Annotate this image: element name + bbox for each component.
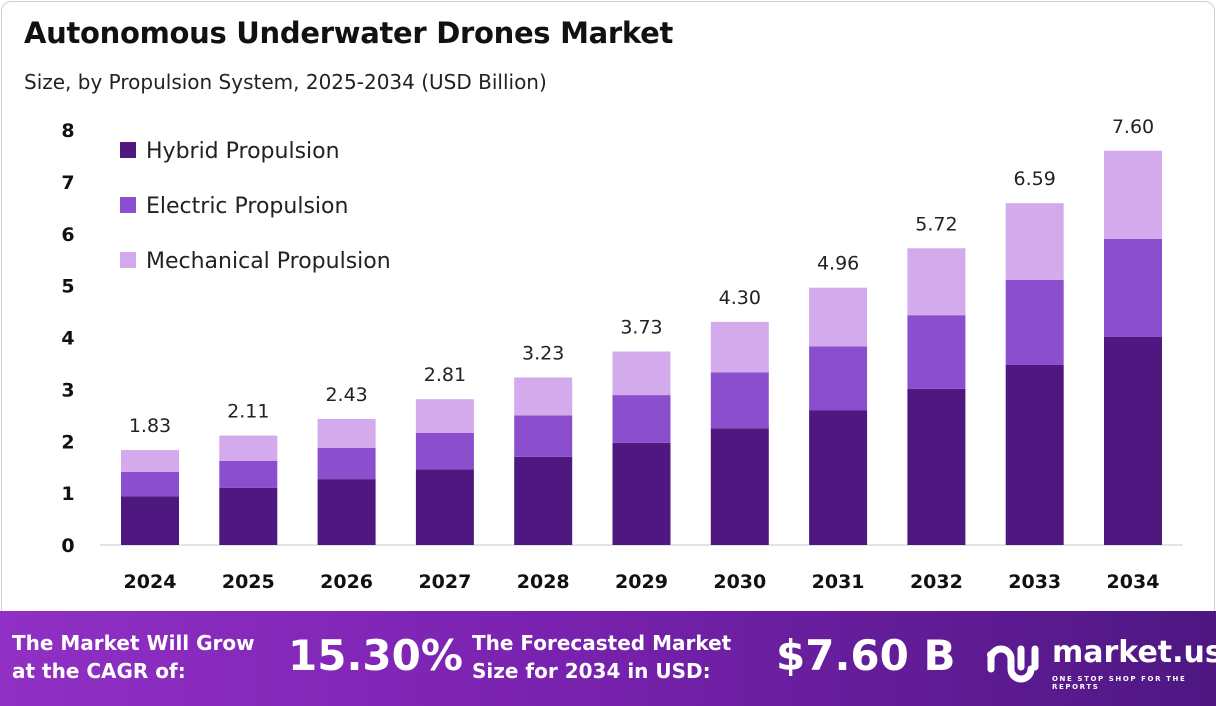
chart-subtitle: Size, by Propulsion System, 2025-2034 (U… (24, 70, 547, 94)
bar-segment-electric-propulsion (514, 415, 573, 457)
y-tick-label: 3 (61, 379, 74, 401)
cagr-label-line2: at the CAGR of: (12, 659, 186, 683)
total-data-label: 2.43 (325, 384, 367, 406)
bar-segment-hybrid-propulsion (514, 456, 573, 545)
total-data-label: 1.83 (129, 415, 171, 437)
bar-segment-hybrid-propulsion (710, 428, 769, 545)
x-tick-label: 2032 (910, 571, 963, 593)
y-tick-label: 2 (61, 431, 74, 453)
bar-segment-electric-propulsion (121, 471, 179, 497)
y-tick-label: 5 (61, 276, 74, 298)
y-tick-label: 4 (61, 328, 74, 350)
bar-segment-mechanical-propulsion (415, 399, 474, 433)
bar-segment-mechanical-propulsion (1005, 203, 1064, 280)
total-data-label: 4.30 (719, 287, 761, 309)
total-data-label: 5.72 (915, 213, 957, 235)
bar-segment-mechanical-propulsion (907, 248, 966, 316)
x-tick-label: 2029 (615, 571, 668, 593)
x-tick-label: 2030 (713, 571, 766, 593)
total-data-label: 7.60 (1112, 116, 1154, 138)
total-data-label: 3.73 (620, 317, 662, 339)
total-data-label: 4.96 (817, 253, 859, 275)
bar-segment-mechanical-propulsion (710, 321, 769, 373)
bar-segment-hybrid-propulsion (415, 469, 474, 545)
bar-segment-mechanical-propulsion (219, 435, 278, 461)
stacked-bar-chart: 0 1 2 3 4 5 6 7 8 1.83 2024 2.11 2025 2.43 2026 2.81 202… (61, 116, 1183, 593)
bar-segment-electric-propulsion (1104, 238, 1162, 337)
y-tick-label: 8 (61, 120, 74, 142)
bar-segment-electric-propulsion (612, 395, 671, 443)
bar-segment-electric-propulsion (415, 432, 474, 470)
legend-swatch (120, 197, 136, 213)
y-tick-label: 7 (61, 172, 74, 194)
bar-segment-mechanical-propulsion (809, 287, 868, 347)
x-tick-label: 2033 (1008, 571, 1061, 593)
cagr-value: 15.30% (288, 631, 463, 680)
bar-segment-hybrid-propulsion (1005, 364, 1064, 545)
y-tick-label: 1 (61, 483, 74, 505)
bar-segment-hybrid-propulsion (809, 410, 868, 545)
legend-swatch (120, 252, 136, 268)
x-tick-label: 2026 (320, 571, 373, 593)
x-tick-label: 2024 (124, 571, 177, 593)
cagr-label-line1: The Market Will Grow (12, 631, 255, 655)
forecast-label-line1: The Forecasted Market (472, 631, 732, 655)
y-tick-label: 6 (61, 224, 74, 246)
total-data-label: 2.11 (227, 401, 269, 423)
bar-segment-hybrid-propulsion (612, 442, 671, 545)
bar-segment-electric-propulsion (809, 346, 868, 411)
bar-segment-mechanical-propulsion (514, 377, 573, 416)
market-us-logo-icon (987, 645, 1039, 683)
bar-segment-hybrid-propulsion (907, 388, 966, 545)
legend-label: Electric Propulsion (146, 194, 348, 219)
bar-segment-electric-propulsion (907, 315, 966, 389)
bar-segment-mechanical-propulsion (121, 450, 179, 472)
bar-segment-electric-propulsion (219, 460, 278, 488)
forecast-value: $7.60 B (776, 631, 956, 680)
x-tick-label: 2025 (222, 571, 275, 593)
x-tick-label: 2028 (517, 571, 570, 593)
bar-segment-electric-propulsion (317, 447, 376, 480)
bar-segment-electric-propulsion (1005, 279, 1064, 365)
brand-tagline: ONE STOP SHOP FOR THE REPORTS (1052, 675, 1187, 691)
legend-label: Mechanical Propulsion (146, 249, 391, 274)
brand-name: market.us (1052, 635, 1216, 670)
forecast-label: The Forecasted Market Size for 2034 in U… (472, 629, 731, 685)
x-tick-label: 2034 (1107, 571, 1160, 593)
x-tick-label: 2027 (418, 571, 471, 593)
cagr-label: The Market Will Grow at the CAGR of: (12, 629, 255, 685)
legend-label: Hybrid Propulsion (146, 139, 340, 164)
x-tick-label: 2031 (812, 571, 865, 593)
bar-segment-electric-propulsion (710, 372, 769, 429)
total-data-label: 3.23 (522, 342, 564, 364)
chart-title: Autonomous Underwater Drones Market (24, 16, 674, 50)
bar-segment-mechanical-propulsion (317, 418, 376, 448)
forecast-label-line2: Size for 2034 in USD: (472, 659, 711, 683)
bar-segment-hybrid-propulsion (219, 487, 278, 545)
bar-segment-hybrid-propulsion (317, 479, 376, 545)
y-tick-label: 0 (61, 535, 74, 557)
footer-banner: The Market Will Grow at the CAGR of: 15.… (0, 611, 1216, 706)
legend-swatch (120, 142, 136, 158)
bar-segment-mechanical-propulsion (612, 351, 671, 396)
total-data-label: 6.59 (1014, 168, 1056, 190)
bar-segment-hybrid-propulsion (1104, 336, 1162, 545)
total-data-label: 2.81 (424, 364, 466, 386)
bar-segment-hybrid-propulsion (121, 496, 179, 545)
bar-segment-mechanical-propulsion (1104, 150, 1162, 239)
